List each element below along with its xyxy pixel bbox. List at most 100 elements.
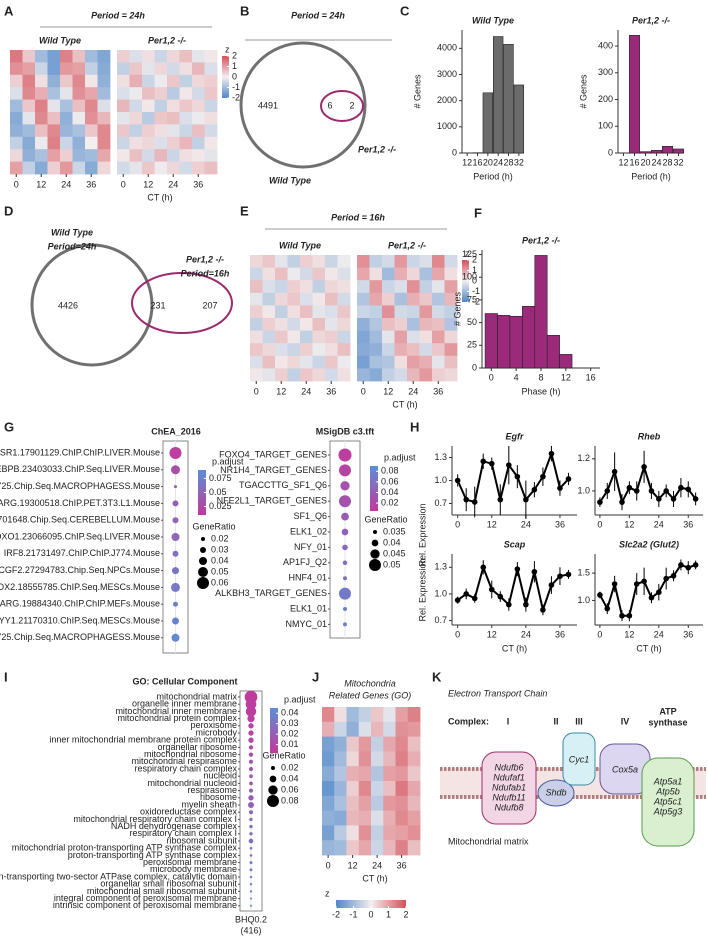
heatmap-cell bbox=[432, 318, 445, 331]
heatmap-cell bbox=[142, 136, 155, 150]
heatmap-cell bbox=[383, 781, 396, 797]
gene-label: Shdb bbox=[545, 787, 566, 797]
heatmap-cell bbox=[35, 99, 48, 113]
heatmap-cell bbox=[47, 99, 61, 113]
heatmap-cell bbox=[322, 707, 335, 723]
point bbox=[557, 485, 563, 491]
heatmap-cell bbox=[357, 292, 370, 306]
dot bbox=[248, 737, 254, 743]
colorbar-tick-label: 2 bbox=[472, 254, 477, 264]
x-axis-label: CT (h) bbox=[502, 643, 527, 653]
heatmap-cell bbox=[179, 161, 193, 175]
heatmap-cell bbox=[85, 136, 98, 150]
heatmap-cell bbox=[129, 99, 143, 113]
heatmap-cell bbox=[334, 707, 347, 723]
term-label: inner mitochondrial membrane protein com… bbox=[49, 735, 237, 745]
heatmap-cell bbox=[204, 124, 218, 138]
heatmap-cell bbox=[382, 292, 395, 306]
heatmap-cell bbox=[382, 343, 395, 357]
heatmap-cell bbox=[129, 87, 143, 100]
dot bbox=[340, 481, 350, 491]
heatmap-cell bbox=[432, 355, 445, 369]
point bbox=[514, 566, 521, 572]
heatmap-cell bbox=[432, 343, 445, 357]
y-tick-label: 75 bbox=[467, 294, 477, 304]
heatmap-cell bbox=[167, 50, 180, 63]
heatmap-cell bbox=[250, 330, 263, 344]
term-label: CEBPB.23403033.ChIP.Seq.LIVER.Mouse bbox=[0, 464, 160, 474]
heatmap-cell bbox=[444, 255, 458, 268]
term-label: mitochondrial respiratory chain complex … bbox=[73, 814, 237, 824]
heatmap-cell bbox=[300, 267, 313, 281]
x-tick-label: 12 bbox=[618, 157, 628, 167]
bar bbox=[493, 36, 504, 154]
heatmap-cell bbox=[369, 368, 383, 382]
term-label: mitochondrial proton-transporting ATP sy… bbox=[12, 843, 238, 853]
heatmap-cell bbox=[325, 305, 338, 319]
dot bbox=[171, 533, 180, 541]
heatmap-cell bbox=[432, 255, 445, 268]
x-tick-label: 28 bbox=[503, 157, 513, 167]
dot bbox=[249, 854, 253, 857]
heatmap-cell bbox=[97, 74, 111, 88]
heatmap-cell bbox=[357, 368, 370, 382]
point bbox=[633, 581, 640, 587]
bar bbox=[522, 305, 536, 369]
heatmap-cell bbox=[35, 112, 48, 125]
heatmap-cell bbox=[85, 50, 98, 63]
point bbox=[565, 571, 572, 578]
heatmap-cell bbox=[60, 87, 73, 100]
heatmap-cell bbox=[407, 707, 421, 723]
x-tick-label: 0 bbox=[326, 860, 331, 870]
heatmap-cell bbox=[117, 62, 130, 76]
heatmap-cell bbox=[432, 330, 445, 344]
heatmap-cell bbox=[419, 292, 433, 306]
heatmap-cell bbox=[325, 343, 338, 357]
heatmap-cell bbox=[262, 330, 276, 344]
heatmap-cell bbox=[262, 280, 276, 294]
dot bbox=[245, 706, 257, 717]
dot bbox=[173, 601, 178, 607]
heatmap-cell bbox=[444, 280, 458, 294]
heatmap-cell bbox=[35, 87, 48, 100]
y-tick-label: 0 bbox=[472, 362, 477, 372]
x-tick-label: 12 bbox=[276, 386, 286, 396]
point bbox=[656, 589, 662, 596]
heatmap-cell bbox=[262, 343, 276, 357]
heatmap-cell bbox=[407, 721, 421, 737]
y-axis-label: Rel. Expression bbox=[417, 503, 427, 566]
heatmap-cell bbox=[10, 87, 23, 100]
point bbox=[604, 488, 611, 494]
heatmap-cell bbox=[10, 50, 23, 63]
x-tick-label: 12 bbox=[624, 629, 634, 639]
heatmap-cell bbox=[300, 343, 313, 357]
heatmap-cell bbox=[334, 810, 347, 826]
panel-subtitle: Per1,2 -/- bbox=[388, 240, 426, 250]
heatmap-cell bbox=[358, 721, 372, 737]
heatmap-cell bbox=[383, 840, 396, 856]
size-legend-label: 0.04 bbox=[211, 555, 229, 565]
heatmap-cell bbox=[312, 280, 326, 294]
heatmap-cell bbox=[444, 343, 458, 357]
heatmap-cell bbox=[300, 305, 313, 319]
colorbar-tick-label: 2 bbox=[232, 50, 237, 60]
heatmap-cell bbox=[179, 99, 193, 113]
heatmap-cell bbox=[444, 292, 458, 306]
term-label: proton-transporting two-sector ATPase co… bbox=[0, 871, 237, 881]
heatmap-cell bbox=[312, 305, 326, 319]
colorbar-tick-label: 0.04 bbox=[281, 708, 299, 718]
heatmap-cell bbox=[262, 255, 276, 268]
size-legend-label: 0.02 bbox=[211, 533, 229, 543]
set-circle bbox=[30, 243, 154, 367]
heatmap-cell bbox=[394, 280, 408, 294]
gene-label: Atp5b bbox=[655, 786, 680, 796]
heatmap-cell bbox=[322, 736, 335, 752]
heatmap-cell bbox=[85, 112, 98, 125]
colorbar-tick-label: -2 bbox=[332, 909, 340, 919]
heatmap-cell bbox=[129, 50, 143, 63]
dot bbox=[249, 846, 253, 850]
term-label: microbody bbox=[195, 727, 237, 737]
heatmap-cell bbox=[346, 721, 360, 737]
size-legend-label: 0.06 bbox=[281, 784, 299, 794]
heatmap-cell bbox=[325, 330, 338, 344]
